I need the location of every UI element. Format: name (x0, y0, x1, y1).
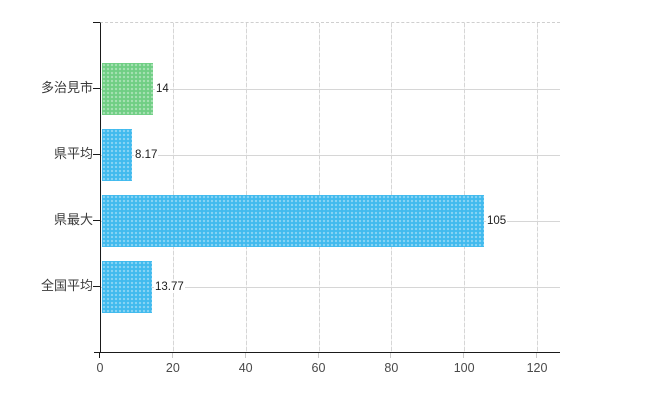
bar-全国平均 (102, 261, 152, 313)
x-axis-tick-60 (317, 353, 319, 358)
x-axis-tick-120 (536, 353, 537, 358)
vertical-gridline-120 (537, 23, 538, 352)
category-label-県最大: 県最大 (53, 212, 93, 227)
y-axis-tick (93, 88, 100, 89)
x-tick-label-40: 40 (238, 361, 253, 375)
row-gridline (101, 155, 560, 156)
x-axis-tick-80 (390, 353, 392, 358)
bar-県最大 (102, 195, 484, 247)
value-label: 8.17 (134, 149, 159, 161)
vertical-gridline-20 (172, 23, 174, 352)
x-tick-label-0: 0 (96, 361, 104, 375)
x-tick-label-60: 60 (311, 361, 326, 375)
vertical-gridline-40 (245, 23, 247, 352)
x-axis-tick-20 (171, 353, 173, 358)
bar-県平均 (102, 129, 132, 181)
value-label: 13.77 (154, 281, 185, 293)
category-label-全国平均: 全国平均 (40, 278, 93, 293)
x-axis-tick-40 (244, 353, 246, 358)
vertical-gridline-80 (391, 23, 393, 352)
category-label-多治見市: 多治見市 (40, 80, 93, 95)
vertical-gridline-100 (464, 23, 466, 352)
value-label: 105 (486, 215, 508, 227)
bar-多治見市 (102, 63, 153, 115)
y-axis-tick (93, 154, 100, 155)
x-axis-stub (94, 352, 100, 353)
x-axis-tick-100 (463, 353, 465, 358)
y-axis-tick (93, 220, 100, 221)
vertical-gridline-60 (318, 23, 320, 352)
y-axis-tick (93, 286, 100, 287)
category-label-県平均: 県平均 (53, 146, 93, 161)
y-axis-top-tick (93, 22, 100, 23)
row-gridline (101, 89, 560, 90)
x-tick-label-20: 20 (165, 361, 180, 375)
value-label: 14 (155, 83, 170, 95)
x-axis-tick-0 (99, 353, 100, 358)
x-tick-label-80: 80 (384, 361, 399, 375)
x-tick-label-100: 100 (453, 361, 475, 375)
plot-area: 14 8.17 105 13.77 (100, 22, 560, 353)
row-gridline (101, 287, 560, 288)
x-tick-label-120: 120 (526, 361, 548, 375)
